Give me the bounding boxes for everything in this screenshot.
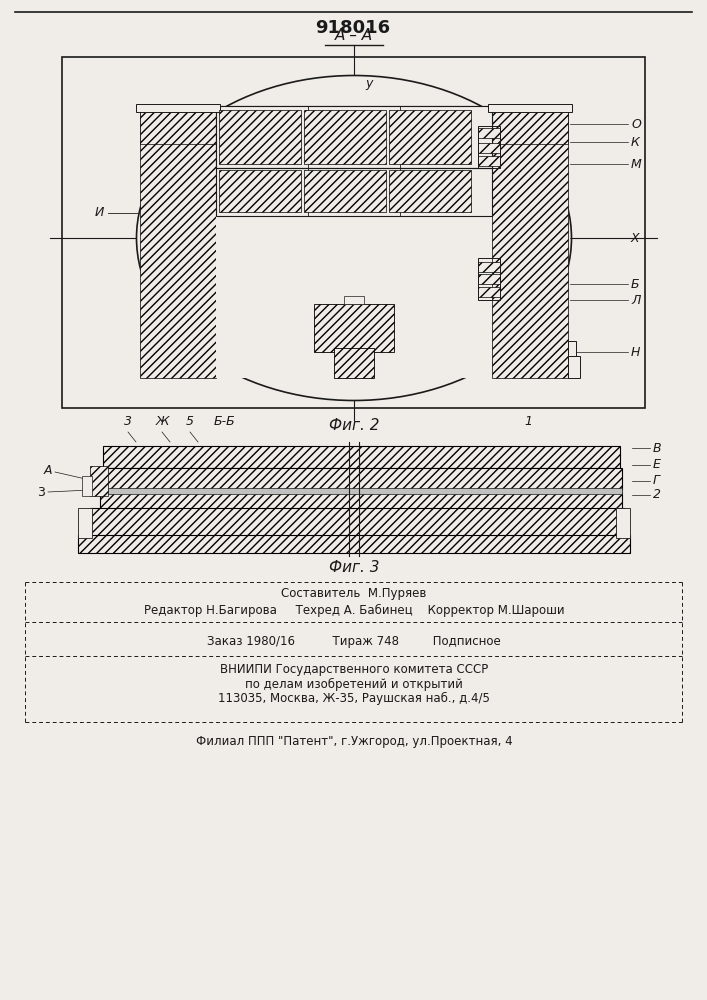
Text: И: И [95, 207, 104, 220]
Bar [136, 104, 220, 112]
Bar [344, 296, 364, 304]
Bar [216, 106, 492, 168]
Bar [478, 156, 500, 166]
Text: Г: Г [653, 475, 660, 488]
Bar [78, 535, 630, 553]
Bar [488, 104, 572, 112]
Text: Редактор Н.Багирова     Техред А. Бабинец    Корректор М.Шароши: Редактор Н.Багирова Техред А. Бабинец Ко… [144, 603, 564, 617]
Bar [100, 468, 622, 490]
Bar [216, 144, 492, 378]
Text: К: К [631, 135, 640, 148]
Text: Б: Б [631, 277, 640, 290]
Bar [219, 170, 301, 212]
Text: 3: 3 [37, 486, 45, 498]
Bar [90, 466, 108, 496]
Text: 918016: 918016 [315, 19, 390, 37]
Bar [62, 57, 645, 408]
Text: Фиг. 3: Фиг. 3 [329, 560, 379, 576]
Text: 5: 5 [186, 415, 194, 428]
Bar [478, 126, 500, 168]
Bar [389, 110, 471, 164]
Bar [616, 508, 630, 538]
Bar [82, 476, 92, 496]
Text: Составитель  М.Пуряев: Составитель М.Пуряев [281, 587, 427, 600]
Text: Е: Е [653, 458, 661, 472]
Bar [478, 143, 500, 153]
Bar [140, 106, 568, 144]
Bar [78, 508, 92, 538]
Bar [478, 258, 500, 300]
Text: Л: Л [631, 294, 641, 306]
Bar [478, 128, 500, 138]
Text: в: в [320, 182, 327, 194]
Bar [389, 170, 471, 212]
Bar [304, 170, 386, 212]
Bar [100, 492, 622, 510]
Ellipse shape [136, 76, 571, 400]
Text: 2: 2 [653, 488, 661, 502]
Bar [140, 110, 216, 378]
Bar [478, 287, 500, 297]
Bar [492, 110, 568, 378]
Text: ВНИИПИ Государственного комитета СССР: ВНИИПИ Государственного комитета СССР [220, 664, 488, 676]
Text: 113035, Москва, Ж-35, Раушская наб., д.4/5: 113035, Москва, Ж-35, Раушская наб., д.4… [218, 691, 490, 705]
Bar [100, 488, 622, 494]
Bar [478, 274, 500, 284]
Bar [216, 106, 492, 216]
Text: Фиг. 2: Фиг. 2 [329, 418, 379, 434]
Text: Филиал ППП "Патент", г.Ужгород, ул.Проектная, 4: Филиал ППП "Патент", г.Ужгород, ул.Проек… [196, 736, 513, 748]
Text: М: М [631, 157, 642, 170]
Bar [478, 262, 500, 272]
Text: О: О [631, 117, 641, 130]
Bar [334, 348, 374, 378]
Bar [568, 341, 576, 356]
Text: Н: Н [631, 346, 641, 359]
Text: Ж: Ж [156, 415, 169, 428]
Text: В: В [653, 442, 662, 454]
Text: Заказ 1980/16          Тираж 748         Подписное: Заказ 1980/16 Тираж 748 Подписное [207, 636, 501, 648]
Text: A – A: A – A [335, 28, 373, 43]
Bar [90, 508, 624, 538]
Bar [219, 110, 301, 164]
Text: по делам изобретений и открытий: по делам изобретений и открытий [245, 677, 463, 691]
Text: Б-Б: Б-Б [214, 415, 236, 428]
Bar [304, 110, 386, 164]
Text: у: у [366, 78, 373, 91]
Text: 3: 3 [124, 415, 132, 428]
Text: Х: Х [631, 232, 640, 244]
Text: 1: 1 [524, 415, 532, 428]
Text: А: А [44, 464, 52, 477]
Bar [314, 304, 394, 352]
Bar [103, 446, 620, 468]
Text: 7: 7 [328, 326, 336, 338]
Bar [568, 356, 580, 378]
